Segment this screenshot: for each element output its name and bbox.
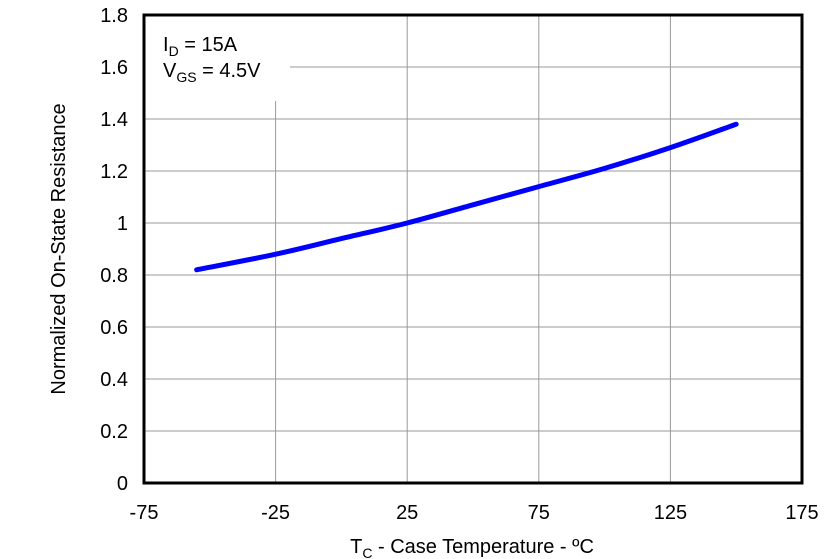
y-axis-ticks: 0 0.2 0.4 0.6 0.8 1 1.2 1.4 1.6 1.8 bbox=[100, 5, 128, 495]
x-tick-label: 125 bbox=[654, 502, 687, 524]
y-tick-label: 0.4 bbox=[100, 369, 128, 391]
data-series bbox=[194, 121, 739, 273]
y-tick-label: 1 bbox=[117, 213, 128, 235]
x-tick-label: -75 bbox=[130, 502, 159, 524]
x-tick-label: 175 bbox=[785, 502, 818, 524]
x-tick-label: -25 bbox=[261, 502, 290, 524]
y-axis-title: Normalized On-State Resistance bbox=[48, 103, 70, 394]
annotation-box: ID = 15A VGS = 4.5V bbox=[163, 34, 261, 85]
annotation-vgs: VGS = 4.5V bbox=[163, 60, 261, 85]
x-axis-title: TC - Case Temperature - ºC bbox=[350, 536, 594, 559]
plot-frame bbox=[142, 13, 804, 485]
y-tick-label: 0 bbox=[117, 473, 128, 495]
x-axis-ticks: -75 -25 25 75 125 175 bbox=[130, 502, 819, 524]
gridlines bbox=[144, 15, 802, 483]
y-tick-label: 1.2 bbox=[100, 161, 128, 183]
x-tick-label: 25 bbox=[396, 502, 418, 524]
y-tick-label: 1.6 bbox=[100, 57, 128, 79]
annotation-id: ID = 15A bbox=[163, 34, 238, 59]
x-tick-label: 75 bbox=[528, 502, 550, 524]
y-tick-label: 0.6 bbox=[100, 317, 128, 339]
series-line bbox=[194, 121, 739, 273]
y-tick-label: 0.8 bbox=[100, 265, 128, 287]
y-tick-label: 0.2 bbox=[100, 421, 128, 443]
y-tick-label: 1.8 bbox=[100, 5, 128, 27]
y-tick-label: 1.4 bbox=[100, 109, 128, 131]
